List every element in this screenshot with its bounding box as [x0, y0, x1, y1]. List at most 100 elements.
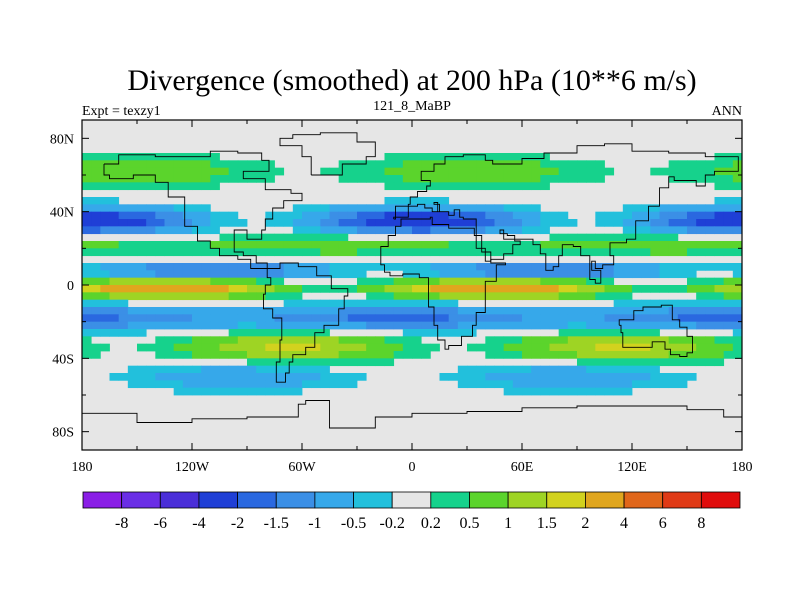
- field-cell: [641, 226, 651, 235]
- field-cell: [146, 292, 156, 301]
- field-cell: [485, 219, 495, 227]
- field-cell: [329, 336, 340, 345]
- field-cell: [732, 226, 743, 235]
- field-cell: [247, 277, 257, 286]
- field-cell: [485, 343, 495, 352]
- field-cell: [723, 285, 734, 293]
- field-cell: [613, 358, 624, 367]
- field-cell: [668, 175, 679, 183]
- field-cell: [311, 358, 321, 367]
- field-cell: [448, 219, 459, 227]
- field-cell: [274, 292, 285, 301]
- field-cell: [586, 358, 596, 367]
- field-cell: [457, 270, 468, 279]
- field-cell: [338, 358, 349, 367]
- field-cell: [210, 241, 220, 249]
- field-cell: [522, 211, 532, 220]
- field-cell: [127, 307, 138, 315]
- field-cell: [347, 336, 358, 345]
- field-cell: [586, 241, 596, 249]
- field-cell: [256, 387, 266, 396]
- field-cell: [705, 299, 715, 308]
- field-cell: [155, 314, 165, 323]
- field-cell: [705, 204, 715, 213]
- field-cell: [595, 219, 605, 227]
- field-cell: [228, 336, 239, 345]
- field-cell: [586, 292, 596, 301]
- field-cell: [723, 241, 734, 249]
- field-cell: [228, 233, 239, 242]
- field-cell: [549, 387, 560, 396]
- field-cell: [622, 351, 633, 359]
- field-cell: [641, 307, 651, 315]
- field-cell: [503, 321, 514, 330]
- field-cell: [118, 285, 129, 293]
- field-cell: [503, 211, 514, 220]
- field-cell: [393, 204, 404, 213]
- field-cell: [82, 343, 92, 352]
- field-cell: [476, 204, 486, 213]
- field-cell: [118, 321, 129, 330]
- field-cell: [274, 277, 285, 286]
- field-cell: [622, 204, 633, 213]
- field-cell: [237, 292, 248, 301]
- field-cell: [311, 336, 321, 345]
- field-cell: [375, 277, 385, 286]
- field-cell: [705, 321, 715, 330]
- subtitle-center: 121_8_MaBP: [373, 99, 451, 114]
- colorbar-label: -2: [231, 515, 244, 532]
- field-cell: [256, 351, 266, 359]
- field-cell: [430, 270, 440, 279]
- field-cell: [696, 358, 706, 367]
- field-cell: [201, 336, 211, 345]
- field-cell: [531, 182, 541, 191]
- field-cell: [329, 380, 340, 389]
- field-cell: [522, 314, 532, 323]
- field-cell: [503, 241, 514, 249]
- field-cell: [219, 343, 230, 352]
- field-cell: [292, 358, 303, 367]
- field-cell: [522, 292, 532, 301]
- field-cell: [201, 314, 211, 323]
- field-cell: [494, 167, 505, 176]
- field-cell: [210, 160, 220, 169]
- field-cell: [137, 314, 147, 323]
- field-cell: [127, 285, 138, 293]
- field-cell: [302, 270, 312, 279]
- field-cell: [430, 292, 440, 301]
- field-cell: [494, 307, 505, 315]
- field-cell: [201, 321, 211, 330]
- field-cell: [402, 153, 413, 161]
- field-cell: [173, 182, 184, 191]
- field-cell: [659, 226, 670, 235]
- field-cell: [522, 277, 532, 286]
- field-cell: [127, 270, 138, 279]
- field-cell: [485, 182, 495, 191]
- field-cell: [100, 329, 110, 337]
- field-cell: [237, 270, 248, 279]
- field-cell: [146, 314, 156, 323]
- field-cell: [668, 343, 679, 352]
- field-cell: [714, 226, 725, 235]
- field-cell: [714, 336, 725, 345]
- field-cell: [127, 153, 138, 161]
- field-cell: [705, 292, 715, 301]
- field-cell: [118, 373, 129, 381]
- field-cell: [714, 160, 725, 169]
- field-cell: [659, 299, 670, 308]
- field-cell: [265, 160, 275, 169]
- field-cell: [338, 241, 349, 249]
- field-cell: [604, 343, 615, 352]
- field-cell: [732, 211, 743, 220]
- field-cell: [292, 285, 303, 293]
- field-cell: [82, 167, 92, 176]
- field-cell: [622, 336, 633, 345]
- field-cell: [540, 270, 550, 279]
- field-cell: [127, 182, 138, 191]
- field-cell: [311, 233, 321, 242]
- field-cell: [668, 380, 679, 389]
- field-cell: [384, 351, 395, 359]
- field-cell: [265, 248, 275, 257]
- field-cell: [146, 373, 156, 381]
- field-cell: [109, 299, 120, 308]
